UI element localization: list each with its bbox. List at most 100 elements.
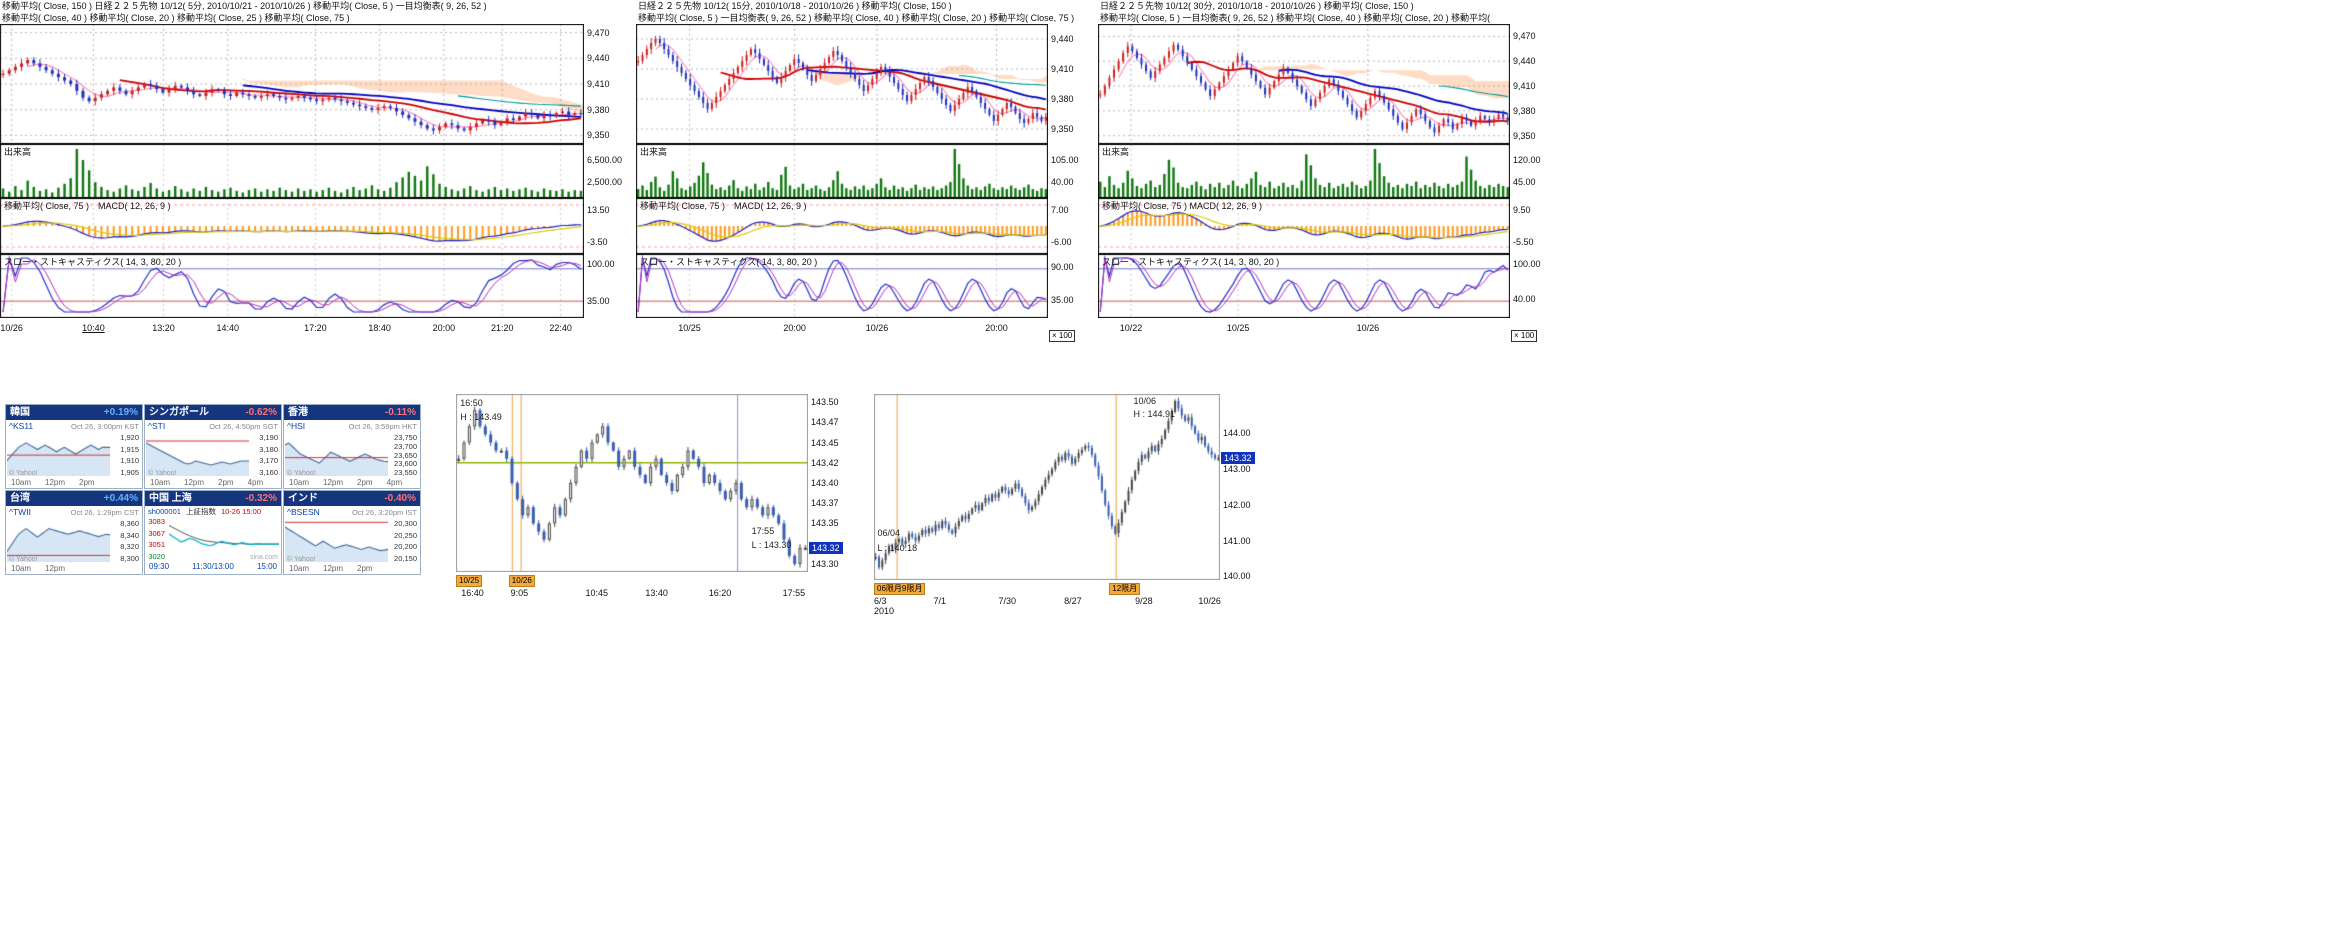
widget-axis-label: 20,300 — [394, 519, 417, 528]
quote-timestamp: 10-26 15:00 — [220, 506, 261, 516]
stochastics-canvas[interactable] — [0, 254, 584, 318]
widget-time-label: 12pm — [184, 478, 205, 487]
time-axis-label: 10/25 — [678, 323, 701, 333]
ticker-symbol[interactable]: ^TWII — [9, 507, 31, 517]
time-axis-label: 10/26 — [1198, 596, 1221, 606]
macd-y-axis: 9.50 -5.50 — [1510, 198, 1556, 254]
macd-canvas[interactable] — [636, 198, 1048, 254]
panel-header-line1: 日経２２５先物 10/12( 30分, 2010/10/18 - 2010/10… — [1100, 1, 1414, 11]
time-axis-label: 21:20 — [490, 323, 514, 333]
sparkline-area: © Yahoo! 20,300 20,250 20,200 20,150 — [284, 518, 420, 563]
panel-header-line1: 日経２２５先物 10/12( 15分, 2010/10/18 - 2010/10… — [638, 1, 952, 11]
widget-time-label: 4pm — [386, 478, 403, 487]
sparkline-chart[interactable] — [146, 432, 249, 476]
stochastics-axis-label: 40.00 — [1513, 293, 1536, 304]
market-widget-shanghai[interactable]: 中国 上海 -0.32% sh000001 上証指数 10-26 15:00 s… — [144, 490, 282, 575]
time-axis-label: 13:20 — [152, 323, 175, 333]
time-axis-label: 9:05 — [510, 588, 529, 598]
price-section: 9,440 9,410 9,380 9,350 — [636, 24, 1094, 144]
volume-y-axis: 6,500.00 2,500.00 — [584, 144, 630, 198]
widget-axis-label: 20,150 — [394, 554, 417, 563]
volume-axis-label: 6,500.00 — [587, 155, 623, 166]
price-axis-label: 143.40 — [811, 478, 839, 488]
volume-canvas[interactable] — [0, 144, 584, 198]
widget-header: 韓国 +0.19% — [6, 405, 142, 420]
widget-axis-label: 23,600 — [394, 459, 417, 469]
sparkline-chart[interactable] — [285, 518, 388, 562]
widget-header: 香港 -0.11% — [284, 405, 420, 420]
widget-time-label: 10am — [11, 478, 32, 487]
widget-axis-label: 3,190 — [259, 433, 278, 442]
stochastics-y-axis: 90.00 35.00 — [1048, 254, 1094, 318]
ticker-symbol[interactable]: ^BSESN — [287, 507, 320, 517]
date-marker: 10/26 — [508, 575, 535, 587]
widget-time-label: 2pm — [79, 478, 95, 487]
stochastics-section: スロー・ストキャスティクス( 14, 3, 80, 20 ) 100.00 35.… — [0, 254, 630, 318]
intraday-candles-canvas[interactable] — [456, 394, 808, 572]
price-axis-label: 9,380 — [587, 104, 610, 115]
volume-canvas[interactable] — [1098, 144, 1510, 198]
price-axis-label: 144.00 — [1223, 428, 1251, 439]
market-widget-taiwan[interactable]: 台湾 +0.44% ^TWII Oct 26, 1:29pm CST © Yah… — [5, 490, 143, 575]
price-axis-label: 9,440 — [1513, 56, 1536, 67]
time-axis: 10/22 10/25 10/26 — [1098, 318, 1556, 348]
volume-axis-label: 40.00 — [1051, 176, 1074, 187]
macd-canvas[interactable] — [1098, 198, 1510, 254]
sparkline-chart[interactable] — [285, 432, 388, 476]
market-widget-korea[interactable]: 韓国 +0.19% ^KS11 Oct 26, 3:00pm KST © Yah… — [5, 404, 143, 489]
yahoo-copyright: © Yahoo! — [287, 470, 316, 477]
widget-subheader: sh000001 上証指数 10-26 15:00 — [145, 506, 281, 516]
panel-header-line2: 移動平均( Close, 5 ) 一目均衡表( 9, 26, 52 ) 移動平均… — [638, 13, 1075, 23]
ticker-symbol[interactable]: sh000001 — [148, 506, 181, 516]
widget-header: インド -0.40% — [284, 491, 420, 506]
stochastics-section: スロー・ストキャスティクス( 14, 3, 80, 20 ) 100.00 40.… — [1098, 254, 1556, 318]
volume-label: 出来高 — [1102, 147, 1130, 157]
widget-time-label: 2pm — [357, 478, 373, 487]
market-widget-india[interactable]: インド -0.40% ^BSESN Oct 26, 3:20pm IST © Y… — [283, 490, 421, 575]
macd-canvas[interactable] — [0, 198, 584, 254]
macd-section: 移動平均( Close, 75 ) MACD( 12, 26, 9 ) 7.00… — [636, 198, 1094, 254]
ticker-symbol[interactable]: ^HSI — [287, 421, 306, 431]
stochastics-label: スロー・ストキャスティクス( 14, 3, 80, 20 ) — [4, 257, 182, 267]
macd-axis-label: -3.50 — [587, 236, 608, 247]
widget-time-axis: 10am 12pm 2pm 4pm — [145, 477, 281, 488]
widget-y-axis: 3,190 3,180 3,170 3,160 — [249, 432, 281, 477]
macd-axis-label: -5.50 — [1513, 236, 1534, 247]
widget-axis-label: 8,300 — [120, 554, 139, 563]
sparkline-chart[interactable] — [7, 518, 110, 562]
price-chart-canvas[interactable] — [0, 24, 584, 144]
widget-time-label: 4pm — [247, 478, 264, 487]
market-widget-singapore[interactable]: シンガポール -0.62% ^STI Oct 26, 4:50pm SGT © … — [144, 404, 282, 489]
stochastics-canvas[interactable] — [1098, 254, 1510, 318]
price-axis-label: 143.37 — [811, 498, 839, 509]
widget-axis-label: 23,550 — [394, 468, 417, 477]
widget-time-label: 12pm — [323, 564, 344, 573]
sparkline-area: © Yahoo! 23,750 23,700 23,650 23,600 23,550 — [284, 432, 420, 477]
time-axis-label: 20:00 — [432, 323, 456, 333]
widget-axis-label: 3083 — [148, 517, 165, 526]
price-section: 9,470 9,440 9,410 9,380 9,350 — [1098, 24, 1556, 144]
ticker-symbol[interactable]: ^STI — [148, 421, 166, 431]
sparkline-chart[interactable] — [169, 516, 279, 560]
price-axis-label: 9,410 — [587, 79, 610, 89]
time-axis: 10/25 20:00 10/26 20:00 — [636, 318, 1094, 348]
panel-header-line2: 移動平均( Close, 40 ) 移動平均( Close, 20 ) 移動平均… — [2, 13, 350, 23]
change-percent: -0.40% — [384, 493, 416, 504]
stochastics-canvas[interactable] — [636, 254, 1048, 318]
sparkline-chart[interactable] — [7, 432, 110, 476]
widget-time-label: 12pm — [45, 478, 66, 487]
price-axis-label: 143.00 — [1223, 464, 1251, 475]
quote-timestamp: Oct 26, 3:20pm IST — [351, 507, 417, 517]
market-widget-hongkong[interactable]: 香港 -0.11% ^HSI Oct 26, 3:59pm HKT © Yaho… — [283, 404, 421, 489]
ticker-symbol[interactable]: ^KS11 — [9, 421, 34, 431]
price-chart-canvas[interactable] — [1098, 24, 1510, 144]
time-axis-label: 10/25 — [1226, 323, 1250, 333]
stochastics-axis-label: 100.00 — [587, 259, 615, 270]
time-axis-label: 9/28 — [1135, 596, 1153, 606]
widget-time-label: 2pm — [218, 478, 234, 487]
volume-canvas[interactable] — [636, 144, 1048, 198]
daily-candles-canvas[interactable] — [874, 394, 1220, 580]
price-chart-canvas[interactable] — [636, 24, 1048, 144]
volume-axis-label: 2,500.00 — [587, 176, 623, 187]
chart-panel-nikkei-30min: 日経２２５先物 10/12( 30分, 2010/10/18 - 2010/10… — [1098, 0, 1556, 348]
